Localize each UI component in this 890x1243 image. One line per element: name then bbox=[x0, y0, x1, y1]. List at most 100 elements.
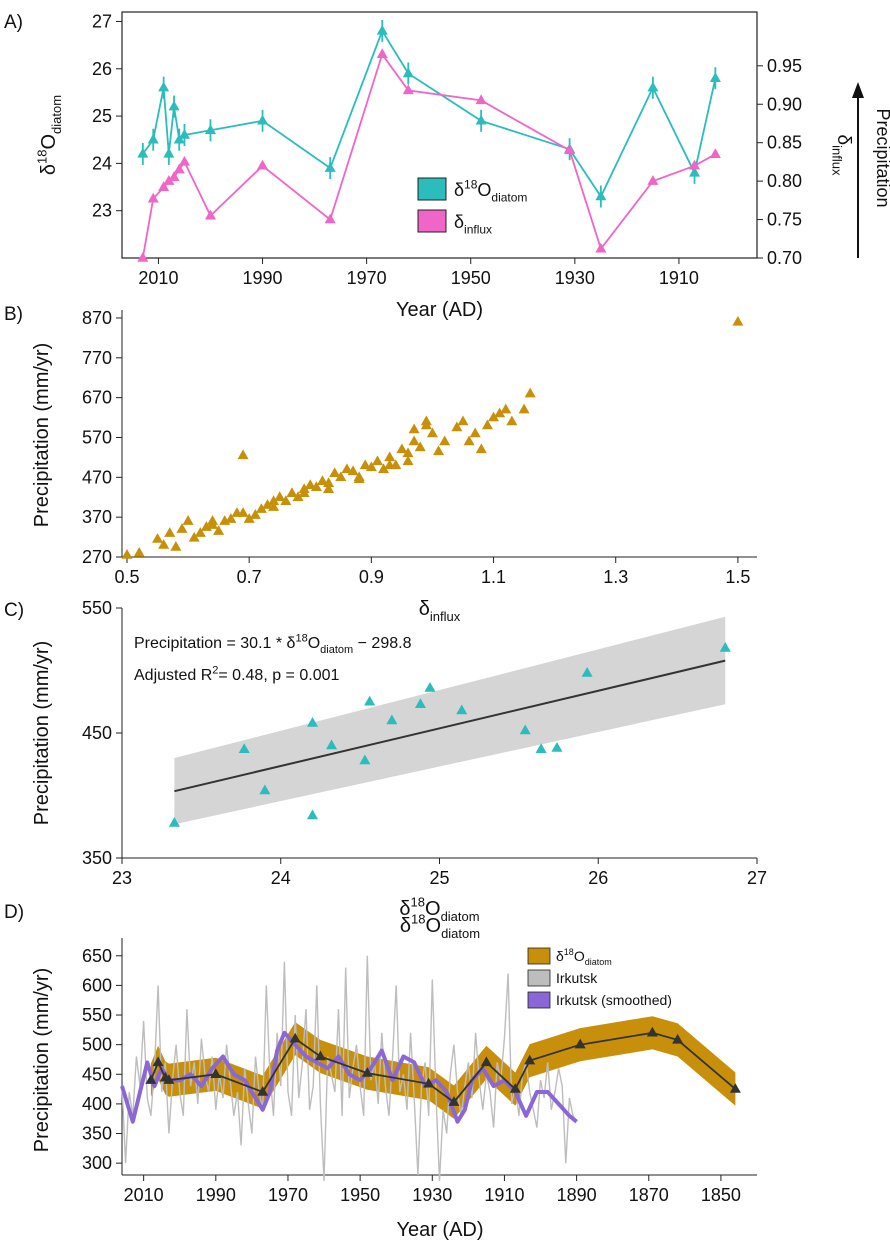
data-point bbox=[524, 387, 536, 398]
x-tick-label: 1.5 bbox=[725, 567, 750, 587]
data-point bbox=[298, 487, 310, 497]
data-point bbox=[433, 445, 445, 456]
data-point bbox=[163, 175, 175, 185]
data-point bbox=[475, 94, 487, 105]
data-point bbox=[402, 84, 414, 95]
data-point bbox=[402, 447, 414, 458]
x-tick-label: 1950 bbox=[340, 1185, 380, 1205]
data-point bbox=[647, 81, 659, 92]
panel-d-chart: 2010 1990 1970 1950 1930 1910 1890 1870 1850 300 3… bbox=[31, 912, 757, 1241]
data-point bbox=[237, 449, 249, 460]
data-point bbox=[249, 509, 261, 519]
data-point bbox=[732, 315, 744, 326]
y-tick-label: 550 bbox=[82, 598, 112, 618]
data-point bbox=[519, 724, 531, 735]
y-tick-label-left: 24 bbox=[92, 153, 112, 173]
y-tick-label: 670 bbox=[82, 388, 112, 408]
panel-label-a: A) bbox=[4, 12, 23, 33]
data-point bbox=[488, 411, 500, 422]
data-point bbox=[158, 539, 170, 549]
data-point bbox=[257, 1086, 269, 1096]
data-point bbox=[535, 743, 547, 753]
data-point bbox=[286, 487, 298, 497]
x-tick-label: 1990 bbox=[243, 268, 283, 288]
data-point bbox=[182, 515, 194, 525]
y-tick-label: 600 bbox=[82, 975, 112, 995]
data-point bbox=[414, 441, 426, 452]
data-point bbox=[509, 1083, 521, 1093]
data-point bbox=[259, 784, 271, 795]
x-tick-label: 2010 bbox=[138, 268, 178, 288]
data-point bbox=[480, 1056, 492, 1067]
data-point bbox=[408, 435, 420, 446]
legend-swatch bbox=[527, 991, 551, 1009]
y-tick-label-right: 0.85 bbox=[767, 133, 802, 153]
y-tick-label-right: 0.80 bbox=[767, 171, 802, 191]
data-point bbox=[689, 166, 701, 177]
data-point bbox=[158, 181, 170, 191]
y-tick-label-left: 23 bbox=[92, 201, 112, 221]
data-point bbox=[194, 527, 206, 537]
data-point bbox=[361, 1067, 373, 1077]
data-point bbox=[163, 147, 175, 158]
x-tick-label: 2010 bbox=[124, 1185, 164, 1205]
x-tick-label: 1990 bbox=[196, 1185, 236, 1205]
panel-d-title: δ18Odiatom bbox=[400, 912, 480, 941]
x-tick-label: 1850 bbox=[701, 1185, 741, 1205]
data-point bbox=[145, 1074, 157, 1084]
data-point bbox=[396, 443, 408, 454]
precipitation-arrow-head bbox=[852, 82, 864, 98]
data-point bbox=[329, 467, 341, 478]
legend-swatch bbox=[527, 969, 551, 987]
data-point bbox=[168, 100, 180, 111]
x-axis-label: δ18Odiatom bbox=[399, 895, 479, 924]
legend-swatch bbox=[417, 177, 447, 201]
data-point bbox=[323, 477, 335, 488]
data-point bbox=[426, 427, 438, 438]
y-tick-label: 770 bbox=[82, 348, 112, 368]
data-point bbox=[500, 403, 512, 414]
y-tick-label-left: 26 bbox=[92, 59, 112, 79]
data-point bbox=[424, 682, 436, 692]
data-point bbox=[506, 415, 518, 426]
x-tick-label: 1.3 bbox=[603, 567, 628, 587]
data-point bbox=[378, 463, 390, 474]
data-point bbox=[448, 1096, 460, 1106]
y-tick-label: 350 bbox=[82, 1124, 112, 1144]
data-point bbox=[376, 24, 388, 35]
y-tick-label-left: 25 bbox=[92, 106, 112, 126]
x-tick-label: 1910 bbox=[659, 268, 699, 288]
data-point bbox=[439, 435, 451, 446]
data-point bbox=[564, 144, 576, 155]
data-point bbox=[268, 501, 280, 511]
data-point bbox=[384, 459, 396, 470]
legend-swatch bbox=[527, 947, 551, 965]
data-point bbox=[335, 471, 347, 482]
x-axis-label: Year (AD) bbox=[396, 1219, 483, 1241]
data-point bbox=[314, 1050, 326, 1061]
data-point bbox=[168, 171, 180, 182]
legend-label: δ18Odiatom bbox=[454, 177, 527, 204]
data-point bbox=[168, 817, 180, 827]
data-point bbox=[213, 525, 225, 535]
data-point bbox=[147, 133, 159, 144]
data-point bbox=[274, 491, 286, 501]
data-point bbox=[420, 415, 432, 426]
data-point bbox=[371, 455, 383, 466]
x-tick-label: 25 bbox=[429, 868, 449, 888]
y-tick-label: 470 bbox=[82, 467, 112, 487]
data-point bbox=[292, 491, 304, 501]
data-point bbox=[672, 1033, 684, 1044]
data-point bbox=[494, 407, 506, 418]
data-point bbox=[347, 465, 359, 476]
data-point bbox=[359, 754, 371, 765]
data-point bbox=[304, 479, 316, 490]
data-point bbox=[402, 455, 414, 466]
y-tick-label-left: 27 bbox=[92, 11, 112, 31]
data-point bbox=[280, 495, 292, 505]
data-point bbox=[152, 533, 164, 543]
y-tick-label: 370 bbox=[82, 507, 112, 527]
data-point bbox=[316, 475, 329, 486]
data-point bbox=[524, 1054, 536, 1065]
y-tick-label: 300 bbox=[82, 1153, 112, 1173]
